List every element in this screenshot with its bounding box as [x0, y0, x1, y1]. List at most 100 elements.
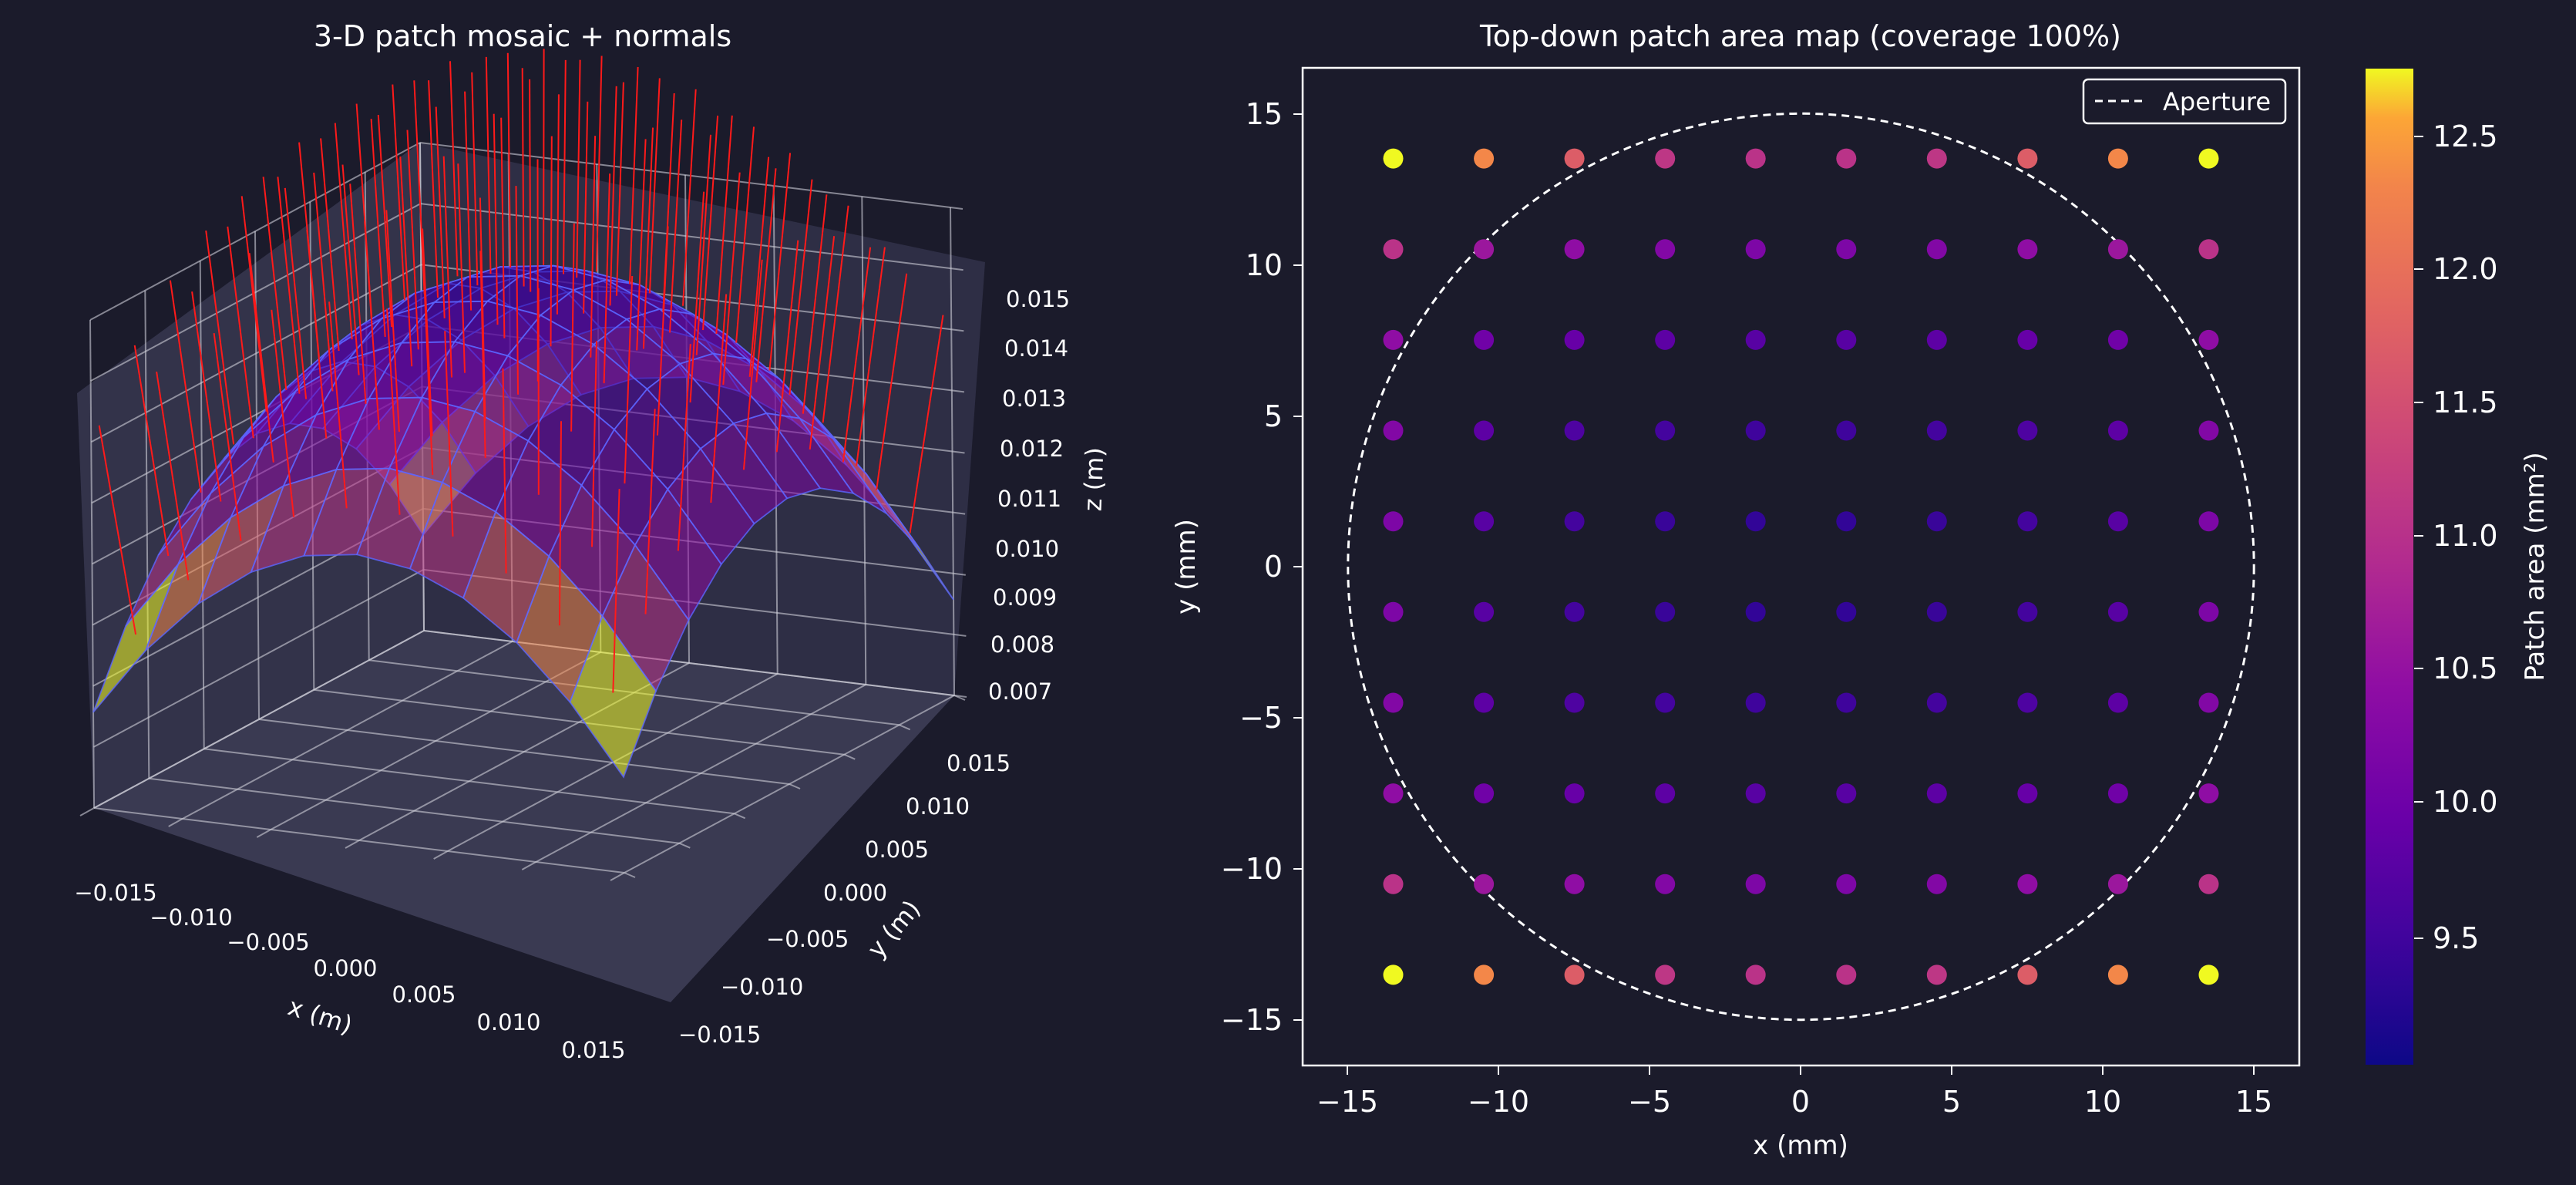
patch-point [1474, 783, 1495, 804]
patch-point [1564, 239, 1585, 260]
y-tick: 10 [1246, 248, 1303, 282]
patch-point [1836, 329, 1857, 350]
legend-label: Aperture [2163, 87, 2271, 116]
x-tick: 5 [1942, 1065, 1961, 1119]
patch-point [1564, 874, 1585, 894]
y-tick-mark [843, 753, 856, 760]
y-tick-label: 0.005 [865, 837, 929, 863]
y-tick-mark [789, 783, 801, 789]
surface-normals [98, 49, 944, 693]
colorbar [2364, 67, 2415, 1066]
normal-arrow [320, 138, 340, 352]
z-tick-label: 0.012 [1000, 436, 1064, 462]
left-panel-3d: 3-D patch mosaic + normals −0.015 −0.010… [74, 19, 1109, 1063]
y-tick-label: 15 [1246, 97, 1283, 131]
normal-arrow [406, 130, 419, 350]
z-tick-label: 0.007 [988, 678, 1052, 705]
colorbar-tick-label: 9.5 [2433, 921, 2479, 955]
y-tick-mark [734, 813, 746, 820]
floor-pane [94, 631, 954, 1002]
normal-arrow [386, 308, 401, 515]
patch-point [2198, 511, 2219, 532]
normal-arrow [444, 331, 454, 537]
patch-point [1383, 601, 1404, 622]
patch-point [1383, 964, 1404, 985]
y-tick: −5 [1239, 701, 1303, 735]
normal-arrow [377, 115, 393, 328]
patch-point [1383, 783, 1404, 804]
normal-arrow [609, 86, 617, 306]
patch-point [2107, 874, 2128, 894]
patch-point [2198, 420, 2219, 441]
normal-arrow [364, 221, 380, 430]
y-axis-label: y (mm) [1171, 519, 1202, 614]
normal-arrow [590, 136, 597, 358]
normal-arrow [213, 332, 242, 541]
patch-point [1745, 239, 1766, 260]
patch-point [1655, 783, 1676, 804]
z-tick-label: 0.015 [1006, 286, 1070, 312]
normal-arrow [570, 223, 575, 432]
z-tick-mark [953, 633, 967, 637]
z-tick-mark [953, 572, 966, 576]
patch-point [1655, 964, 1676, 985]
y-tick: 5 [1264, 399, 1303, 433]
patch-point [2017, 329, 2038, 350]
patch-point [1836, 511, 1857, 532]
normal-arrow [735, 126, 755, 343]
y-tick: −15 [1221, 1003, 1303, 1037]
z-tick-label: 0.010 [995, 536, 1059, 562]
normal-arrow [457, 163, 466, 373]
normal-arrow [442, 156, 452, 378]
y-tick-label: −5 [1239, 701, 1283, 735]
normal-arrow [689, 191, 705, 403]
patch-point [1745, 874, 1766, 894]
patch-point [2017, 692, 2038, 713]
normal-arrow [909, 315, 944, 534]
patch-point [2107, 239, 2128, 260]
normal-arrow [349, 183, 367, 404]
normal-arrow [775, 240, 799, 453]
normal-arrow [328, 301, 348, 509]
normal-arrow [485, 56, 492, 274]
patch-point [1655, 511, 1676, 532]
normal-arrow [500, 117, 506, 338]
normal-arrow [822, 205, 849, 423]
patch-point [1383, 329, 1404, 350]
patch-point [1564, 511, 1585, 532]
patch-point [2198, 601, 2219, 622]
patch-point [2198, 329, 2219, 350]
colorbar-tick-label: 12.5 [2433, 120, 2498, 153]
y-tick-mark [899, 724, 911, 731]
normal-arrow [479, 251, 486, 458]
patch-point [1564, 148, 1585, 169]
normal-arrow [306, 229, 328, 439]
normal-arrow [334, 123, 353, 340]
normal-arrow [428, 80, 439, 298]
normal-arrow [521, 68, 525, 287]
colorbar-tick: 10.5 [2414, 651, 2498, 685]
z-tick-mark [953, 695, 967, 698]
normal-arrow [248, 253, 274, 463]
patch-point [1836, 420, 1857, 441]
back-wall-grid-line [420, 203, 951, 270]
normal-arrow [656, 226, 669, 436]
z-tick-label: 0.011 [997, 486, 1061, 512]
patch-point [1564, 783, 1585, 804]
patch-point [1926, 783, 1947, 804]
normal-arrow [636, 139, 647, 351]
y-tick-label: 0.000 [823, 880, 887, 906]
patch-point [1836, 874, 1857, 894]
y-tick-label: 5 [1264, 399, 1283, 433]
y-axis-ticks: 15 10 5 0 −5 −10 −15 [1221, 97, 1303, 1037]
normal-arrow [644, 409, 656, 614]
normal-arrow [506, 52, 512, 268]
patch-point [1745, 783, 1766, 804]
patch-point [1655, 329, 1676, 350]
colorbar-ticks: 12.5 12.0 11.5 11.0 10.5 10.0 9.5 [2414, 120, 2498, 955]
x-tick-label: 10 [2084, 1085, 2121, 1119]
patch-point [1926, 239, 1947, 260]
normal-arrow [191, 291, 222, 502]
colorbar-label: Patch area (mm²) [2520, 452, 2551, 681]
patch-point [1474, 239, 1495, 260]
